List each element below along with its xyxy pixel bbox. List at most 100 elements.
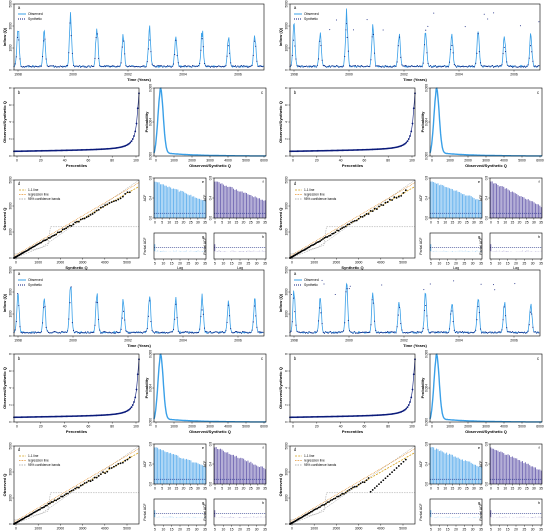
qq-point <box>115 199 117 202</box>
confidence-band-lower <box>289 226 415 259</box>
synthetic-point <box>491 331 493 333</box>
panel-e-bar <box>460 193 462 218</box>
panel-h-x-tick-label: 30 <box>255 528 259 531</box>
panel-f-x-tick-label: 35 <box>539 221 543 225</box>
synthetic-point <box>206 65 208 67</box>
panel-h-x-tick-label: 30 <box>255 262 259 266</box>
panel-f-bar <box>519 460 521 484</box>
synthetic-point <box>310 66 312 68</box>
panel-b-x-tick-label: 80 <box>110 425 114 429</box>
qq-point <box>52 234 54 237</box>
synthetic-point <box>76 65 78 67</box>
panel-f-bar <box>527 463 529 484</box>
panel-f-x-tick-label: 20 <box>242 487 246 491</box>
panel-e-bar <box>454 190 456 218</box>
panel-c-y-tick-label: 0.004 <box>148 118 152 126</box>
panel-e-bar <box>435 448 438 484</box>
synthetic-point <box>257 331 259 333</box>
panel-d-ylabel: Observed Q <box>2 474 7 497</box>
synthetic-point <box>42 322 44 324</box>
synthetic-point <box>473 66 476 68</box>
qq-point <box>323 236 326 239</box>
panel-a-frame <box>289 3 541 71</box>
synthetic-point <box>316 64 318 66</box>
synthetic-point <box>358 332 360 334</box>
qq-point <box>61 495 64 498</box>
synthetic-point <box>205 65 207 67</box>
synthetic-point <box>295 58 297 60</box>
synthetic-point <box>433 65 435 67</box>
panel-e-bar <box>183 458 185 484</box>
panel-f-bar <box>497 450 499 484</box>
qq-point <box>76 486 78 489</box>
panel-e-x-tick-label: 10 <box>443 487 447 491</box>
synthetic-point <box>348 65 351 67</box>
synthetic-point <box>506 327 508 329</box>
synthetic-point <box>151 63 153 65</box>
synthetic-point <box>188 332 190 334</box>
synthetic-point <box>220 331 222 333</box>
synthetic-point <box>237 65 239 67</box>
panel-f-x-tick-label: 15 <box>511 221 515 225</box>
qq-point <box>40 507 43 509</box>
panel-b-x-tick-label: 40 <box>63 159 67 163</box>
synthetic-point <box>500 331 502 333</box>
synthetic-point <box>529 311 532 313</box>
panel-g-letter: g <box>478 234 480 239</box>
qq-point <box>346 223 349 226</box>
synthetic-point <box>533 331 535 333</box>
synthetic-point <box>186 331 188 333</box>
synthetic-point <box>534 331 536 333</box>
synthetic-point <box>433 331 435 333</box>
legend-one-to-one-label: 1-1 line <box>28 454 39 458</box>
panel-f-bar <box>506 188 508 218</box>
synthetic-point <box>69 22 71 24</box>
synthetic-point <box>383 331 385 334</box>
synthetic-point <box>109 332 111 334</box>
synthetic-point <box>528 324 530 326</box>
synthetic-point <box>83 66 85 68</box>
panel-a-ylabel: Inflow (Q) <box>278 293 283 312</box>
synthetic-point <box>158 332 160 334</box>
synthetic-point <box>444 65 446 67</box>
synthetic-point <box>106 65 108 67</box>
panel-g-ylabel: Partial ACF <box>143 237 147 254</box>
qq-point <box>83 217 86 220</box>
qq-point <box>47 502 50 505</box>
synthetic-point <box>86 332 88 334</box>
synthetic-point <box>145 66 147 68</box>
synthetic-point <box>387 331 389 333</box>
panel-c-y-tick-label: 0.000 <box>148 418 152 426</box>
synthetic-point <box>447 66 449 68</box>
synthetic-point <box>426 52 428 54</box>
synthetic-point <box>533 65 535 67</box>
synthetic-point <box>523 65 526 67</box>
panel-g-frame <box>153 498 207 526</box>
panel-g-x-tick-label: 10 <box>437 528 441 531</box>
synthetic-point <box>408 65 410 67</box>
synthetic-point <box>331 332 333 334</box>
legend-regression-label: regression line <box>304 459 325 463</box>
qq-point <box>53 234 56 237</box>
panel-e-bar <box>201 200 203 218</box>
panel-e-bar <box>450 454 452 484</box>
qq-point <box>380 203 383 206</box>
synthetic-point <box>45 58 47 60</box>
qq-point <box>79 218 82 221</box>
synthetic-point <box>163 65 165 67</box>
synthetic-point <box>354 65 357 67</box>
synthetic-point <box>206 331 208 333</box>
panel-d-x-tick-label: 4000 <box>377 527 385 531</box>
qq-point <box>72 489 75 491</box>
density-curve <box>429 87 542 157</box>
synthetic-point <box>157 65 159 67</box>
synthetic-point <box>331 65 333 67</box>
synthetic-point <box>495 66 497 68</box>
qq-point <box>91 479 94 482</box>
panel-g-x-tick-label: 35 <box>479 262 483 266</box>
synthetic-point <box>448 328 451 330</box>
synthetic-point <box>501 64 503 66</box>
synthetic-point <box>529 45 532 47</box>
synthetic-point <box>20 331 22 334</box>
synthetic-point <box>332 65 334 67</box>
